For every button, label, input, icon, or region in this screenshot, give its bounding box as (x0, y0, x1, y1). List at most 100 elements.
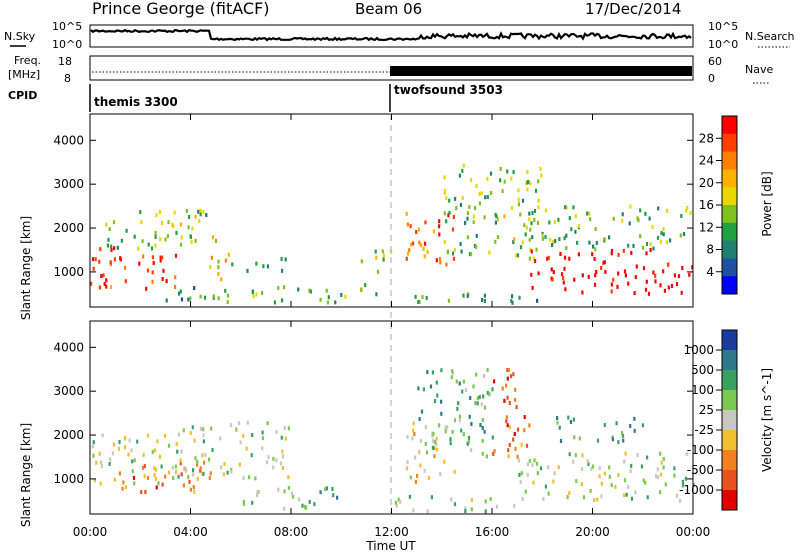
heatmap-cell (451, 227, 455, 232)
heatmap-cell (158, 210, 162, 214)
heatmap-cell (475, 233, 478, 238)
heatmap-cell (98, 285, 101, 290)
heatmap-cell (176, 449, 179, 454)
heatmap-cell (688, 272, 691, 277)
heatmap-cell (547, 491, 550, 496)
y-tick-label: 3000 (53, 384, 84, 398)
heatmap-cell (503, 179, 506, 184)
heatmap-cell (156, 439, 159, 444)
heatmap-cell (450, 375, 453, 380)
heatmap-cell (517, 458, 520, 463)
heatmap-cell (559, 439, 563, 443)
heatmap-cell (513, 237, 516, 242)
colorbar-tick-label: 28 (699, 131, 714, 145)
heatmap-cell (452, 215, 455, 219)
heatmap-cell (587, 274, 590, 279)
heatmap-cell (108, 227, 111, 232)
heatmap-cell (180, 297, 184, 302)
heatmap-cell (673, 473, 676, 478)
heatmap-cell (173, 210, 176, 215)
freq-panel (89, 55, 694, 81)
heatmap-cell (175, 230, 178, 235)
power-colorbar-label: Power [dB] (760, 171, 774, 236)
heatmap-cell (440, 399, 443, 404)
heatmap-cell (617, 440, 620, 445)
heatmap-cell (533, 458, 536, 463)
heatmap-cell (462, 293, 465, 298)
heatmap-cell (660, 460, 663, 465)
heatmap-cell (443, 240, 446, 245)
heatmap-cell (292, 494, 295, 499)
heatmap-cell (559, 252, 562, 256)
heatmap-cell (598, 466, 601, 471)
heatmap-cell (224, 258, 227, 263)
heatmap-cell (627, 281, 630, 286)
heatmap-cell (425, 450, 428, 455)
heatmap-cell (375, 255, 378, 260)
heatmap-cell (621, 212, 624, 217)
heatmap-cell (574, 453, 577, 458)
heatmap-cell (537, 198, 540, 203)
heatmap-cell (508, 443, 511, 447)
heatmap-cell (426, 249, 429, 254)
heatmap-cell (147, 242, 150, 247)
colorbar-tick-label: -500 (687, 463, 714, 477)
heatmap-cell (629, 424, 632, 428)
heatmap-cell (113, 246, 116, 251)
heatmap-cell (167, 443, 171, 448)
heatmap-cell (581, 273, 584, 278)
heatmap-cell (623, 459, 626, 464)
heatmap-cell (470, 507, 473, 512)
heatmap-cell (147, 475, 150, 480)
heatmap-cell (196, 459, 199, 464)
heatmap-cell (172, 476, 175, 481)
heatmap-cell (325, 288, 328, 293)
heatmap-cell (603, 471, 606, 476)
heatmap-cell (163, 433, 167, 438)
heatmap-cell (630, 250, 633, 255)
heatmap-cell (557, 217, 560, 222)
heatmap-cell (208, 457, 211, 462)
heatmap-cell (443, 211, 446, 216)
heatmap-cell (486, 367, 489, 372)
heatmap-cell (691, 265, 694, 270)
heatmap-cell (546, 256, 549, 261)
heatmap-cell (639, 208, 642, 213)
heatmap-cell (217, 259, 220, 264)
heatmap-cell (444, 429, 447, 434)
heatmap-cell (594, 273, 597, 278)
colorbar-segment (722, 370, 737, 391)
heatmap-cell (418, 449, 421, 454)
heatmap-cell (313, 502, 316, 507)
heatmap-cell (667, 262, 670, 267)
heatmap-cell (494, 239, 497, 244)
colorbar-segment (722, 430, 737, 451)
heatmap-cell (632, 243, 635, 248)
heatmap-cell (132, 475, 136, 480)
heatmap-cell (540, 173, 543, 178)
heatmap-cell (617, 271, 620, 276)
heatmap-cell (277, 286, 280, 290)
heatmap-cell (535, 247, 538, 252)
heatmap-cell (558, 237, 561, 242)
heatmap-cell (518, 472, 521, 477)
heatmap-cell (600, 481, 603, 486)
heatmap-cell (629, 204, 632, 209)
heatmap-cell (202, 439, 205, 444)
colorbar-frame (721, 329, 738, 511)
heatmap-cell (105, 284, 108, 289)
heatmap-cell (629, 469, 632, 473)
heatmap-cell (182, 483, 185, 488)
heatmap-cell (199, 468, 202, 473)
heatmap-cell (251, 290, 254, 295)
heatmap-cell (458, 418, 461, 423)
freq-tick-top: 18 (58, 55, 72, 68)
power-panel-frame (89, 113, 694, 308)
heatmap-cell (447, 298, 450, 303)
heatmap-cell (405, 256, 408, 261)
heatmap-cell (161, 482, 164, 487)
heatmap-cell (637, 218, 640, 223)
heatmap-cell (198, 219, 201, 224)
heatmap-cell (576, 240, 579, 245)
heatmap-cell (495, 214, 498, 219)
